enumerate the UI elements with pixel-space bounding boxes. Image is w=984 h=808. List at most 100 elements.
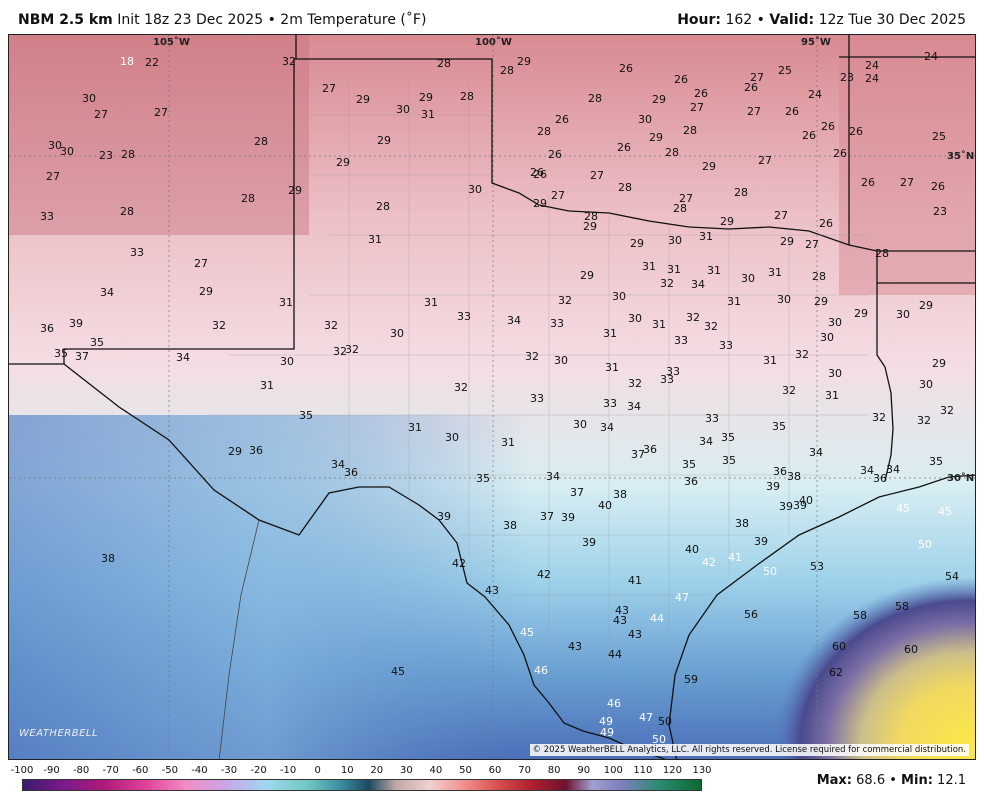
temperature-value: 27 [194,257,208,270]
temperature-value: 29 [854,307,868,320]
temperature-value: 23 [99,149,113,162]
temperature-value: 30 [820,331,834,344]
temperature-value: 31 [424,296,438,309]
temperature-value: 27 [774,209,788,222]
temperature-value: 26 [674,73,688,86]
temperature-value: 38 [503,519,517,532]
temperature-value: 50 [658,715,672,728]
temperature-value: 28 [584,210,598,223]
temperature-value: 43 [485,584,499,597]
header-left: NBM 2.5 km Init 18z 23 Dec 2025 • 2m Tem… [18,12,426,28]
temperature-value: 45 [938,505,952,518]
temperature-value: 29 [932,357,946,370]
temperature-value: 23 [933,205,947,218]
temperature-value: 34 [627,400,641,413]
temperature-value: 32 [795,348,809,361]
temperature-value: 27 [747,105,761,118]
temperature-value: 30 [668,234,682,247]
temperature-value: 26 [833,147,847,160]
temperature-value: 35 [476,472,490,485]
temperature-value: 29 [780,235,794,248]
temperature-value: 38 [613,488,627,501]
temperature-value: 26 [931,180,945,193]
temperature-value: 41 [628,574,642,587]
temperature-value: 36 [643,443,657,456]
temperature-value: 30 [554,354,568,367]
separator: • [889,773,897,788]
temperature-value: 30 [896,308,910,321]
temperature-value: 29 [814,295,828,308]
temperature-value: 35 [722,454,736,467]
temperature-value: 26 [819,217,833,230]
temperature-value: 30 [919,378,933,391]
temperature-value: 40 [598,499,612,512]
temperature-value: 34 [176,351,190,364]
temperature-value: 39 [561,511,575,524]
temperature-value: 33 [457,310,471,323]
gulf-warm-area [569,415,975,759]
temperature-value: 26 [849,125,863,138]
temperature-value: 31 [768,266,782,279]
temperature-value: 30 [741,272,755,285]
temperature-value: 35 [929,455,943,468]
legend-tick-label: 130 [692,765,712,776]
temperature-value: 31 [260,379,274,392]
temperature-value: 24 [924,50,938,63]
temperature-value: 22 [145,56,159,69]
temperature-value: 59 [684,673,698,686]
temperature-value: 29 [580,269,594,282]
min-value: 12.1 [937,773,966,788]
temperature-value: 28 [537,125,551,138]
init-time: Init 18z 23 Dec 2025 [117,12,264,28]
legend-tick-label: -60 [132,765,149,776]
variable-name: 2m Temperature (˚F) [280,12,427,28]
legend-tick-label: 10 [340,765,354,776]
temperature-value: 39 [793,499,807,512]
temperature-value: 31 [279,296,293,309]
temperature-value: 29 [630,237,644,250]
county-lines [209,75,869,725]
temperature-value: 34 [507,314,521,327]
map-canvas: 105˚W 100˚W 95˚W 35˚N 30˚N 18 22 32 2828292… [9,35,975,759]
temperature-value: 47 [639,711,653,724]
temperature-value: 38 [101,552,115,565]
temperature-value: 31 [763,354,777,367]
temperature-value: 28 [673,202,687,215]
lat-lon-grid [9,35,975,759]
temperature-value: 35 [772,420,786,433]
temperature-value: 42 [702,556,716,569]
temperature-value: 30 [612,290,626,303]
state-borders [9,35,975,759]
temperature-value: 30 [48,139,62,152]
temperature-value: 46 [534,664,548,677]
temperature-value: 33 [530,392,544,405]
temperature-value: 37 [570,486,584,499]
temperature-value: 33 [40,210,54,223]
temperature-value: 44 [650,612,664,625]
temperature-value: 28 [875,247,889,260]
legend-tick-label: -100 [10,765,34,776]
temperature-value: 23 [840,71,854,84]
temperature-value: 34 [100,286,114,299]
temperature-value: 26 [694,87,708,100]
temperature-value: 28 [254,135,268,148]
valid-label: Valid: [769,12,815,28]
lon-label-105w: 105˚W [153,36,190,48]
temperature-value: 26 [861,176,875,189]
temperature-value: 33 [550,317,564,330]
temperature-value: 30 [828,367,842,380]
temperature-value: 26 [744,81,758,94]
temperature-value: 27 [805,238,819,251]
temperature-value: 39 [754,535,768,548]
longitude-labels: 105˚W 100˚W 95˚W [153,36,831,48]
temperature-value: 26 [533,168,547,181]
legend-tick-label: -40 [191,765,208,776]
temperature-value: 36 [249,444,263,457]
legend-tick-label: 50 [459,765,472,776]
temperature-value: 33 [603,397,617,410]
temperature-value: 18 [120,55,134,68]
temperature-value: 31 [605,361,619,374]
temperature-value: 32 [333,345,347,358]
temperature-value: 32 [872,411,886,424]
